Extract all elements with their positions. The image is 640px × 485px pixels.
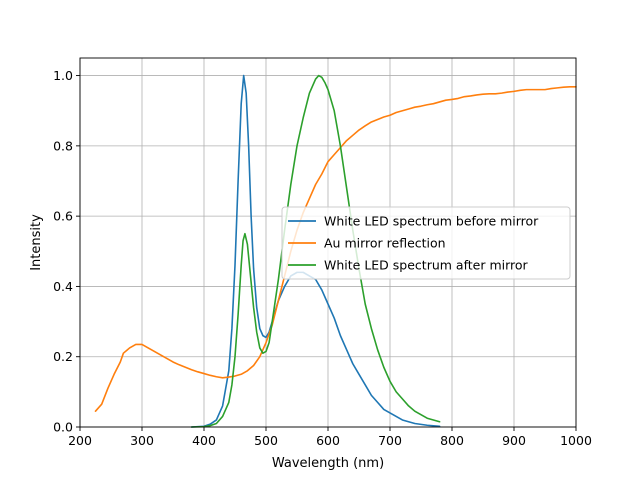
series-line-0	[190, 74, 441, 428]
x-tick-label: 600	[316, 433, 340, 448]
legend-label-1: Au mirror reflection	[324, 236, 446, 251]
x-tick-label: 500	[254, 433, 278, 448]
x-tick-label: 900	[502, 433, 526, 448]
axis-ticks: 200 300 400 500 600 700 800 900 1000 0.0 0.2 0.4 0.6…	[53, 68, 592, 448]
y-tick-label: 0.0	[53, 420, 73, 435]
legend-label-2: White LED spectrum after mirror	[324, 258, 529, 273]
y-tick-label: 0.4	[53, 279, 73, 294]
y-tick-label: 1.0	[53, 68, 73, 83]
x-tick-label: 1000	[560, 433, 592, 448]
series-line-1	[94, 86, 577, 412]
y-axis-label: Intensity	[29, 214, 44, 271]
x-tick-label: 700	[378, 433, 402, 448]
x-tick-label: 200	[68, 433, 92, 448]
legend: White LED spectrum before mirror Au mirro…	[281, 206, 571, 280]
series-line-2	[190, 74, 441, 428]
y-tick-label: 0.8	[53, 138, 73, 153]
x-axis-label: Wavelength (nm)	[272, 456, 384, 471]
legend-label-0: White LED spectrum before mirror	[324, 214, 539, 229]
legend-box	[281, 206, 571, 280]
x-tick-label: 800	[440, 433, 464, 448]
plot-lines	[94, 74, 577, 428]
x-tick-label: 400	[192, 433, 216, 448]
y-tick-label: 0.2	[53, 349, 73, 364]
x-tick-label: 300	[130, 433, 154, 448]
y-tick-label: 0.6	[53, 209, 73, 224]
